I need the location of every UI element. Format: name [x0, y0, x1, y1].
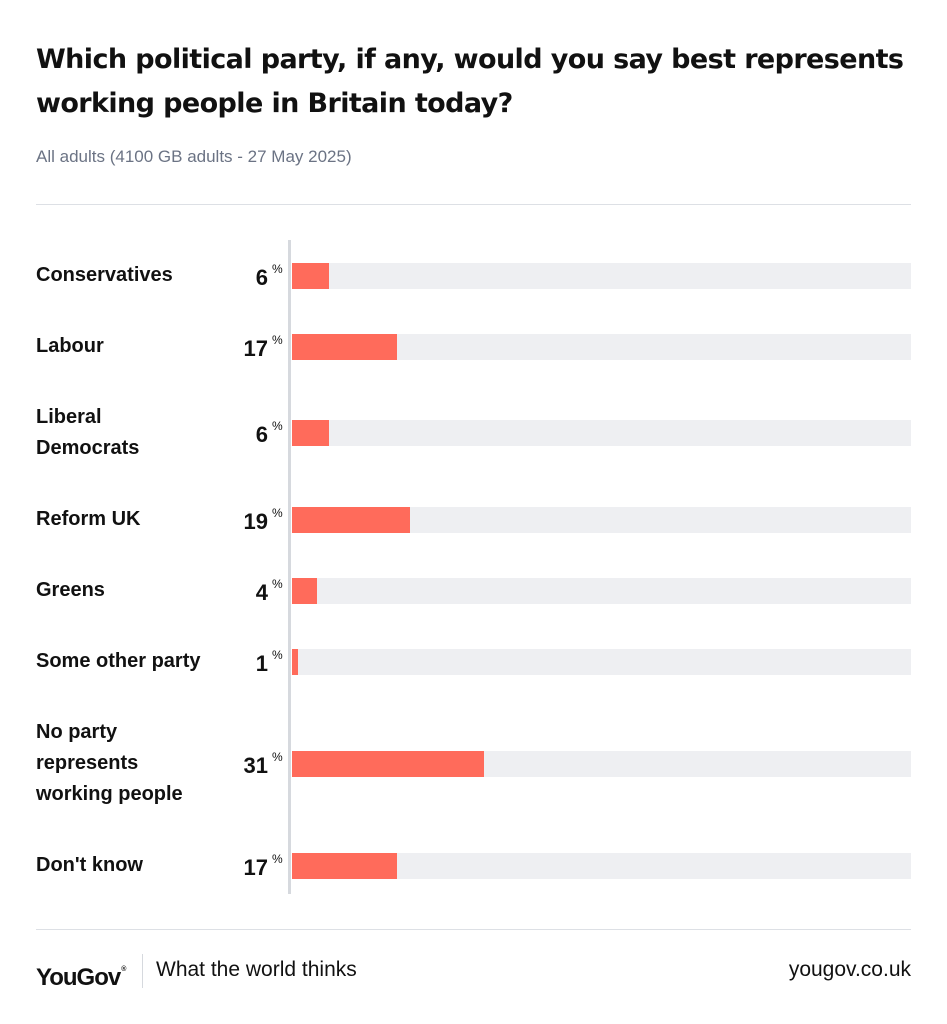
bar [292, 852, 398, 879]
bar [292, 420, 330, 446]
category-label: Greens [36, 579, 105, 601]
bar [292, 648, 299, 675]
value-label: 6 [255, 422, 268, 447]
footer-tagline: What the world thinks [156, 958, 357, 981]
value-label: 1 [255, 650, 268, 676]
chart-axis-line [288, 240, 291, 894]
chart-title: Which political party, if any, would you… [36, 44, 904, 119]
category-label: Some other party [36, 650, 201, 672]
percent-sign: % [272, 332, 283, 347]
bottom-divider [36, 929, 911, 930]
yougov-logo[interactable]: YouGov® [36, 954, 126, 994]
top-divider [36, 204, 911, 205]
chart-subtitle: All adults (4100 GB adults - 27 May 2025… [36, 147, 352, 166]
bar [292, 750, 484, 777]
value-label: 6 [255, 264, 268, 290]
bar-track [292, 420, 911, 446]
category-label: Labour [36, 335, 104, 357]
value-label: 31 [243, 752, 268, 778]
percent-sign: % [272, 505, 283, 520]
value-label: 17 [243, 854, 268, 880]
percent-sign: % [272, 419, 283, 433]
footer-url-link[interactable]: yougov.co.uk [788, 958, 911, 981]
category-label: Don't know [36, 854, 143, 876]
bar-track [292, 648, 911, 675]
category-label: Reform UK [36, 508, 141, 530]
percent-sign: % [272, 647, 283, 662]
value-label: 19 [243, 508, 268, 534]
bar [292, 506, 410, 533]
logo-text: YouGov [36, 964, 121, 991]
bar-track [292, 577, 911, 604]
category-label: Conservatives [36, 264, 173, 286]
value-label: 17 [243, 335, 268, 361]
category-label: Liberal Democrats [36, 406, 140, 459]
percent-sign: % [272, 261, 283, 276]
percent-sign: % [272, 851, 283, 866]
bar [292, 577, 317, 604]
bar [292, 333, 398, 360]
percent-sign: % [272, 576, 283, 591]
value-label: 4 [255, 579, 268, 605]
footer-divider [142, 954, 143, 988]
registered-mark: ® [121, 966, 127, 973]
percent-sign: % [272, 749, 283, 764]
category-label: No party represents working people [36, 721, 183, 805]
bar [292, 262, 330, 289]
bar-track [292, 262, 911, 289]
